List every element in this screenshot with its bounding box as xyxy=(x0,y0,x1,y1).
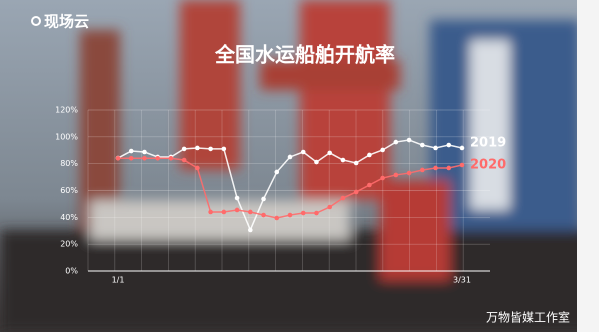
data-point xyxy=(393,172,399,178)
data-point xyxy=(420,167,425,173)
data-point xyxy=(300,210,306,216)
data-point xyxy=(367,182,372,188)
y-tick-label: 60% xyxy=(60,186,78,195)
x-tick-label: 3/31 xyxy=(453,276,471,285)
data-point xyxy=(459,162,465,168)
data-point xyxy=(221,209,227,215)
data-point xyxy=(208,209,213,215)
y-tick-label: 80% xyxy=(60,159,78,168)
legend-label: 2020 xyxy=(470,158,506,173)
data-point xyxy=(155,156,160,161)
data-point xyxy=(340,157,346,163)
data-point xyxy=(340,195,346,201)
y-tick-label: 100% xyxy=(55,132,78,141)
data-point xyxy=(287,154,293,160)
data-point xyxy=(433,145,438,151)
data-point xyxy=(142,156,147,161)
data-point xyxy=(261,196,266,202)
y-tick-label: 20% xyxy=(60,240,78,249)
data-point xyxy=(300,149,306,155)
data-point xyxy=(248,209,253,215)
y-tick-label: 0% xyxy=(65,267,78,276)
data-point xyxy=(380,147,385,153)
y-tick-label: 120% xyxy=(55,106,78,115)
data-point xyxy=(181,146,187,152)
data-point xyxy=(433,165,438,171)
data-point xyxy=(234,207,240,213)
data-point xyxy=(380,175,385,181)
data-point xyxy=(353,160,359,166)
logo: 现场云 xyxy=(44,13,89,31)
data-point xyxy=(314,159,319,165)
data-point xyxy=(168,156,174,161)
data-point xyxy=(287,212,293,218)
data-point xyxy=(195,165,200,171)
data-point xyxy=(367,152,372,158)
data-point xyxy=(459,145,465,151)
y-tick-label: 40% xyxy=(60,213,78,222)
legend-label: 2019 xyxy=(470,136,506,151)
data-point xyxy=(406,170,412,176)
data-point xyxy=(327,150,332,156)
data-point xyxy=(208,146,213,152)
x-tick-label: 1/1 xyxy=(112,276,125,285)
data-point xyxy=(314,210,319,216)
data-point xyxy=(393,139,399,145)
data-point xyxy=(274,169,280,175)
data-point xyxy=(142,149,147,155)
data-point xyxy=(446,142,452,148)
data-point xyxy=(353,189,359,195)
data-point xyxy=(128,156,134,161)
data-point xyxy=(420,142,425,148)
logo-icon xyxy=(31,16,41,26)
data-point xyxy=(128,148,134,154)
watermark: 万物皆媒工作室 xyxy=(486,310,570,325)
data-point xyxy=(274,215,280,221)
series-line xyxy=(118,157,463,219)
chart-title: 全国水运船舶开航率 xyxy=(214,43,395,67)
data-point xyxy=(234,195,240,201)
data-point xyxy=(195,145,200,151)
data-point xyxy=(327,204,332,210)
data-point xyxy=(261,212,266,218)
data-point xyxy=(115,156,121,161)
data-point xyxy=(221,146,227,152)
data-point xyxy=(446,165,452,171)
data-point xyxy=(181,157,187,163)
data-point xyxy=(248,227,253,233)
data-point xyxy=(406,137,412,143)
